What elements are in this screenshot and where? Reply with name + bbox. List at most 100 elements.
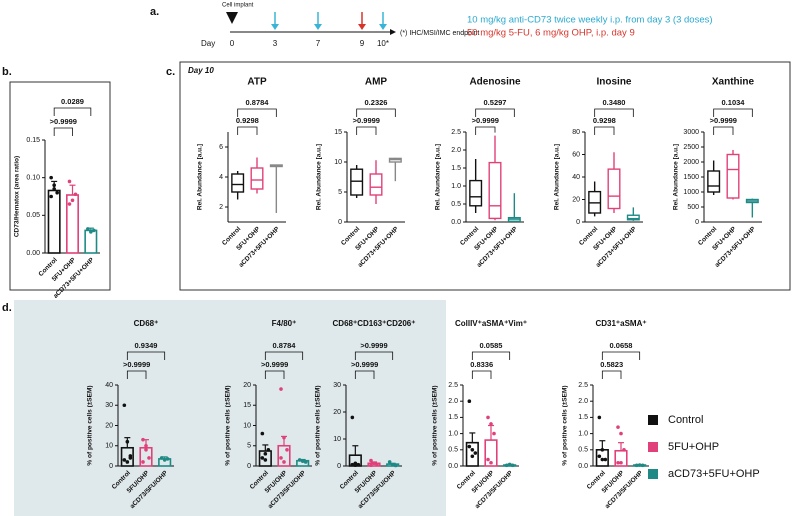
data-point bbox=[600, 448, 605, 452]
data-point bbox=[73, 192, 78, 197]
comparison-bracket bbox=[594, 126, 615, 135]
chart-title: CollIV⁺aSMA⁺Vim⁺ bbox=[455, 319, 527, 328]
data-point bbox=[492, 431, 496, 436]
y-tick-label: 6 bbox=[219, 144, 223, 151]
y-tick-label: 1.5 bbox=[448, 414, 458, 421]
chart-title: CD68⁺ bbox=[134, 319, 159, 328]
dose-arrow-head bbox=[379, 24, 387, 30]
chart-title: Adenosine bbox=[469, 77, 521, 88]
endpoint-note: (*) IHC/MSI/IMC endpoint bbox=[400, 30, 479, 37]
y-tick-label: 15 bbox=[243, 402, 251, 409]
data-point bbox=[92, 228, 96, 233]
comparison-bracket bbox=[53, 107, 92, 116]
data-point bbox=[616, 460, 620, 465]
chart-title: AMP bbox=[365, 77, 388, 88]
y-tick-label: 2.5 bbox=[578, 382, 588, 389]
y-tick-label: 5 bbox=[247, 443, 251, 450]
comparison-bracket bbox=[264, 351, 304, 360]
y-tick-label: 40 bbox=[572, 174, 580, 181]
data-point bbox=[285, 448, 289, 452]
box bbox=[607, 168, 621, 210]
comparison-bracket bbox=[601, 370, 622, 379]
data-point bbox=[619, 460, 623, 465]
data-point bbox=[125, 460, 130, 464]
data-point bbox=[144, 443, 148, 448]
p-value: >0.9999 bbox=[123, 360, 150, 369]
box bbox=[350, 168, 364, 196]
data-point bbox=[622, 448, 626, 452]
comparison-bracket bbox=[126, 370, 147, 379]
comparison-bracket bbox=[471, 351, 511, 360]
data-point bbox=[640, 463, 645, 468]
data-point bbox=[86, 227, 90, 231]
data-point bbox=[393, 463, 398, 468]
y-axis-label: % of positive cells (±SEM) bbox=[225, 385, 232, 465]
y-tick-label: 5 bbox=[338, 189, 342, 196]
p-value: >0.9999 bbox=[50, 117, 77, 126]
data-point bbox=[260, 431, 265, 436]
y-tick-label: 0.00 bbox=[26, 250, 40, 257]
data-point bbox=[369, 463, 373, 467]
data-point bbox=[470, 454, 475, 459]
legend-swatch bbox=[648, 415, 658, 425]
y-tick-label: 0.15 bbox=[26, 137, 40, 144]
dose-arrow-head bbox=[358, 24, 366, 30]
data-point bbox=[467, 399, 472, 404]
data-point bbox=[67, 179, 72, 184]
data-point bbox=[637, 463, 642, 467]
treatment-note: 50 mg/kg 5-FU, 6 mg/kg OHP, i.p. day 9 bbox=[467, 28, 635, 39]
day-label: 10* bbox=[377, 39, 389, 48]
data-point bbox=[159, 456, 164, 460]
panel-label: d. bbox=[2, 302, 12, 314]
p-value: 0.8784 bbox=[246, 98, 270, 107]
data-point bbox=[122, 403, 127, 408]
p-value: 0.5823 bbox=[600, 360, 623, 369]
p-value: 0.5297 bbox=[484, 98, 507, 107]
y-axis-label: % of positive cells (±SEM) bbox=[432, 385, 439, 465]
data-point bbox=[141, 460, 145, 464]
data-point bbox=[350, 462, 355, 467]
legend-label: Control bbox=[668, 414, 703, 426]
y-tick-label: 0.0 bbox=[578, 463, 588, 470]
y-tick-label: 20 bbox=[333, 409, 341, 416]
data-point bbox=[52, 187, 56, 191]
data-point bbox=[470, 448, 475, 452]
dose-arrow-head bbox=[314, 24, 322, 30]
y-tick-label: 30 bbox=[105, 402, 113, 409]
comparison-bracket bbox=[713, 108, 753, 117]
data-point bbox=[390, 462, 395, 467]
y-tick-label: 30 bbox=[333, 382, 341, 389]
y-tick-label: 2.0 bbox=[448, 398, 458, 405]
chart-title: Xanthine bbox=[712, 77, 755, 88]
y-tick-label: 1000 bbox=[683, 189, 699, 196]
p-value: >0.9999 bbox=[472, 116, 499, 125]
panel-c-frame bbox=[179, 61, 791, 291]
p-value: >0.9999 bbox=[261, 360, 288, 369]
y-tick-label: 0 bbox=[576, 219, 580, 226]
data-point bbox=[141, 437, 145, 442]
comparison-bracket bbox=[237, 108, 277, 117]
data-point bbox=[634, 463, 639, 468]
data-point bbox=[603, 457, 608, 462]
legend-label: aCD73+5FU+OHP bbox=[668, 468, 760, 480]
bar bbox=[84, 229, 98, 254]
day-label: 9 bbox=[360, 39, 365, 48]
y-tick-label: 2000 bbox=[683, 159, 699, 166]
data-point bbox=[147, 456, 151, 460]
dose-arrow-head bbox=[271, 24, 279, 30]
y-axis-label: % of positive cells (±SEM) bbox=[87, 385, 94, 465]
panel-label: b. bbox=[2, 66, 12, 78]
y-tick-label: 15 bbox=[334, 129, 342, 136]
data-point bbox=[266, 448, 271, 452]
y-tick-label: 10 bbox=[243, 422, 251, 429]
panel-d-background bbox=[14, 300, 446, 516]
y-tick-label: 4 bbox=[219, 174, 223, 181]
y-tick-label: 0.05 bbox=[26, 212, 40, 219]
bar bbox=[47, 189, 61, 254]
chart-title: CD31⁺aSMA⁺ bbox=[595, 319, 646, 328]
day-note: Day 10 bbox=[188, 66, 214, 75]
comparison-bracket bbox=[354, 351, 394, 360]
y-tick-label: 0 bbox=[247, 463, 251, 470]
data-point bbox=[356, 462, 361, 467]
data-point bbox=[128, 456, 133, 460]
